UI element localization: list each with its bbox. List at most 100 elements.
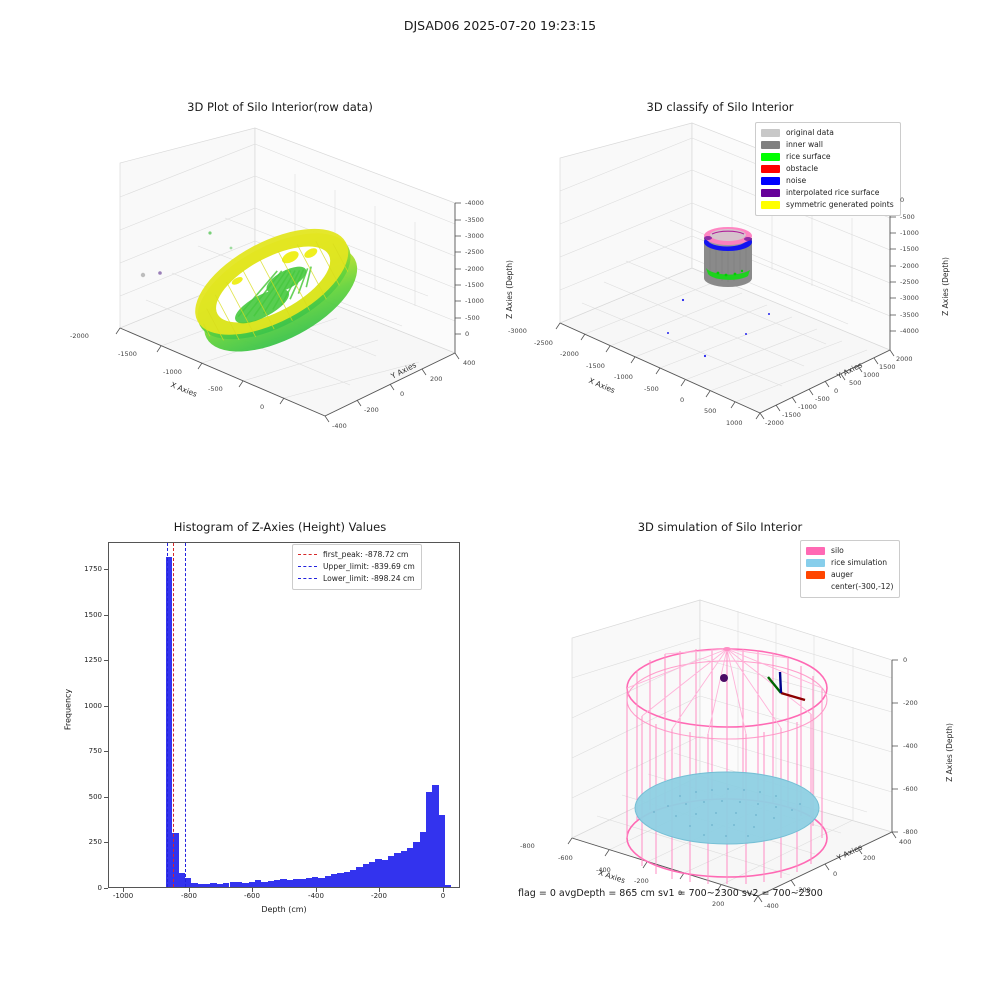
histogram-bar <box>248 881 255 887</box>
panel4-zlabel: Z Axies (Depth) <box>944 723 954 782</box>
rice-surface-points <box>706 268 750 280</box>
histogram-axes[interactable]: first_peak: -878.72 cm Upper_limit: -839… <box>60 520 500 920</box>
panel1-ytick-0: -400 <box>332 422 347 430</box>
legend-swatch-icon <box>761 140 780 149</box>
histogram-bar <box>350 869 357 887</box>
legend-swatch-icon <box>761 200 780 209</box>
status-summary: flag = 0 avgDepth = 865 cm sv1 = 700~230… <box>518 888 823 899</box>
ytickmark <box>104 614 108 616</box>
panel1-ytick-2: 0 <box>400 390 405 398</box>
legend-center-note: center(-300,-12) <box>831 581 894 591</box>
panel4-ytick-2: 0 <box>833 870 838 878</box>
xtickmark <box>123 888 124 892</box>
legend-label: noise <box>786 175 807 185</box>
histogram-bar <box>286 879 293 887</box>
panel4-ytick-1: -200 <box>796 886 811 894</box>
histogram-bar <box>261 881 268 887</box>
legend-swatch-icon <box>761 128 780 137</box>
histogram-bar <box>438 815 446 887</box>
panel3-xtick-4: -200 <box>371 892 387 900</box>
classified-cylinder <box>704 227 752 287</box>
point-cloud-ring <box>195 228 358 352</box>
legend-label: auger <box>831 569 854 579</box>
panel3-ytick-0: 0 <box>97 884 102 892</box>
panel4-xtick-2: -400 <box>596 866 611 874</box>
panel1-ztick-3: -1500 <box>465 281 484 289</box>
xtickmark <box>316 888 317 892</box>
legend-item-rice-surface: rice surface <box>761 151 894 163</box>
legend-item-silo: silo <box>806 545 893 557</box>
histogram-bar <box>362 864 370 887</box>
histogram-bar <box>273 880 281 887</box>
histogram-bar <box>419 832 427 887</box>
x-tickmarks <box>115 327 285 405</box>
legend-label: Upper_limit: -839.69 cm <box>323 561 415 571</box>
legend-item-noise: noise <box>761 175 894 187</box>
panel2-axes[interactable]: original data inner wall rice surface ob… <box>500 122 950 480</box>
xtickmark <box>379 888 380 892</box>
panel4-axes[interactable]: silo rice simulation auger center(-300,-… <box>500 540 954 910</box>
ytickmark <box>104 705 108 707</box>
panel3-legend[interactable]: first_peak: -878.72 cm Upper_limit: -839… <box>292 544 422 590</box>
panel2-ztick-3: -1500 <box>900 245 919 253</box>
panel2-ytick-8: 2000 <box>896 355 913 363</box>
histogram-bar <box>229 881 236 887</box>
panel2-xtick-7: 500 <box>704 407 717 415</box>
auger-axis-x <box>780 691 806 702</box>
panel1-ytick-4: 400 <box>463 359 476 367</box>
histogram-bar <box>394 853 401 887</box>
histogram-bar <box>381 859 389 887</box>
legend-swatch-icon <box>806 546 825 555</box>
ytickmark <box>104 796 108 798</box>
histogram-bar <box>166 557 173 887</box>
xtickmark <box>189 888 190 892</box>
panel-3d-classify: 3D classify of Silo Interior <box>500 100 950 480</box>
panel1-ytick-3: 200 <box>430 375 443 383</box>
xtickmark <box>443 888 444 892</box>
legend-swatch-icon <box>806 558 825 567</box>
panel4-xtick-0: -800 <box>520 842 535 850</box>
histogram-bar <box>210 883 217 887</box>
histogram-bar <box>330 874 338 887</box>
auger-axis-y <box>767 676 782 694</box>
panel2-legend[interactable]: original data inner wall rice surface ob… <box>755 122 901 216</box>
histogram-bar <box>185 877 192 887</box>
panel4-ytick-3: 200 <box>863 854 876 862</box>
panel4-ztick-0: 0 <box>903 656 908 664</box>
panel3-xtick-5: 0 <box>440 892 446 900</box>
ytickmark <box>104 569 108 570</box>
panel2-ztick-2: -1000 <box>900 229 919 237</box>
panel4-ztick-2: -400 <box>903 742 918 750</box>
panel3-ytick-3: 750 <box>88 747 102 755</box>
legend-label: symmetric generated points <box>786 199 894 209</box>
panel4-xtick-5: 200 <box>712 900 725 908</box>
silo-top-spokes <box>626 648 823 735</box>
legend-item-auger: auger <box>806 569 893 581</box>
panel1-axes[interactable]: -2000 -1500 -1000 -500 0 X Axies -400 -2… <box>60 127 514 480</box>
dashed-line-icon <box>298 554 317 556</box>
scattered-noise <box>667 298 770 358</box>
panel1-ztick-4: -2000 <box>465 265 484 273</box>
panel4-ztick-3: -600 <box>903 785 918 793</box>
panel4-legend[interactable]: silo rice simulation auger center(-300,-… <box>800 540 901 598</box>
panel1-xtick-1: -1500 <box>118 350 137 358</box>
panel2-ytick-5: 500 <box>849 379 862 387</box>
histogram-bar <box>445 885 452 887</box>
histogram-plot-area[interactable] <box>108 542 460 888</box>
panel1-ztick-8: -4000 <box>465 199 484 207</box>
panel2-ztick-1: -500 <box>900 213 915 221</box>
legend-item-lower-limit: Lower_limit: -898.24 cm <box>298 573 415 585</box>
histogram-bar <box>432 785 439 887</box>
rice-simulation-surface <box>634 771 820 845</box>
panel3-ytick-2: 500 <box>88 793 102 801</box>
panel1-title: 3D Plot of Silo Interior(row data) <box>187 100 373 114</box>
legend-label: inner wall <box>786 139 824 149</box>
histogram-bar <box>242 882 249 887</box>
panel3-xtick-2: -600 <box>244 892 260 900</box>
panel1-xtick-2: -1000 <box>163 368 182 376</box>
panel4-ytick-4: 400 <box>899 838 912 846</box>
panel3-ytick-4: 1000 <box>84 702 102 710</box>
histogram-bars <box>109 543 459 887</box>
panel2-xtick-0: -3000 <box>508 327 527 335</box>
dashed-line-icon <box>298 566 317 568</box>
